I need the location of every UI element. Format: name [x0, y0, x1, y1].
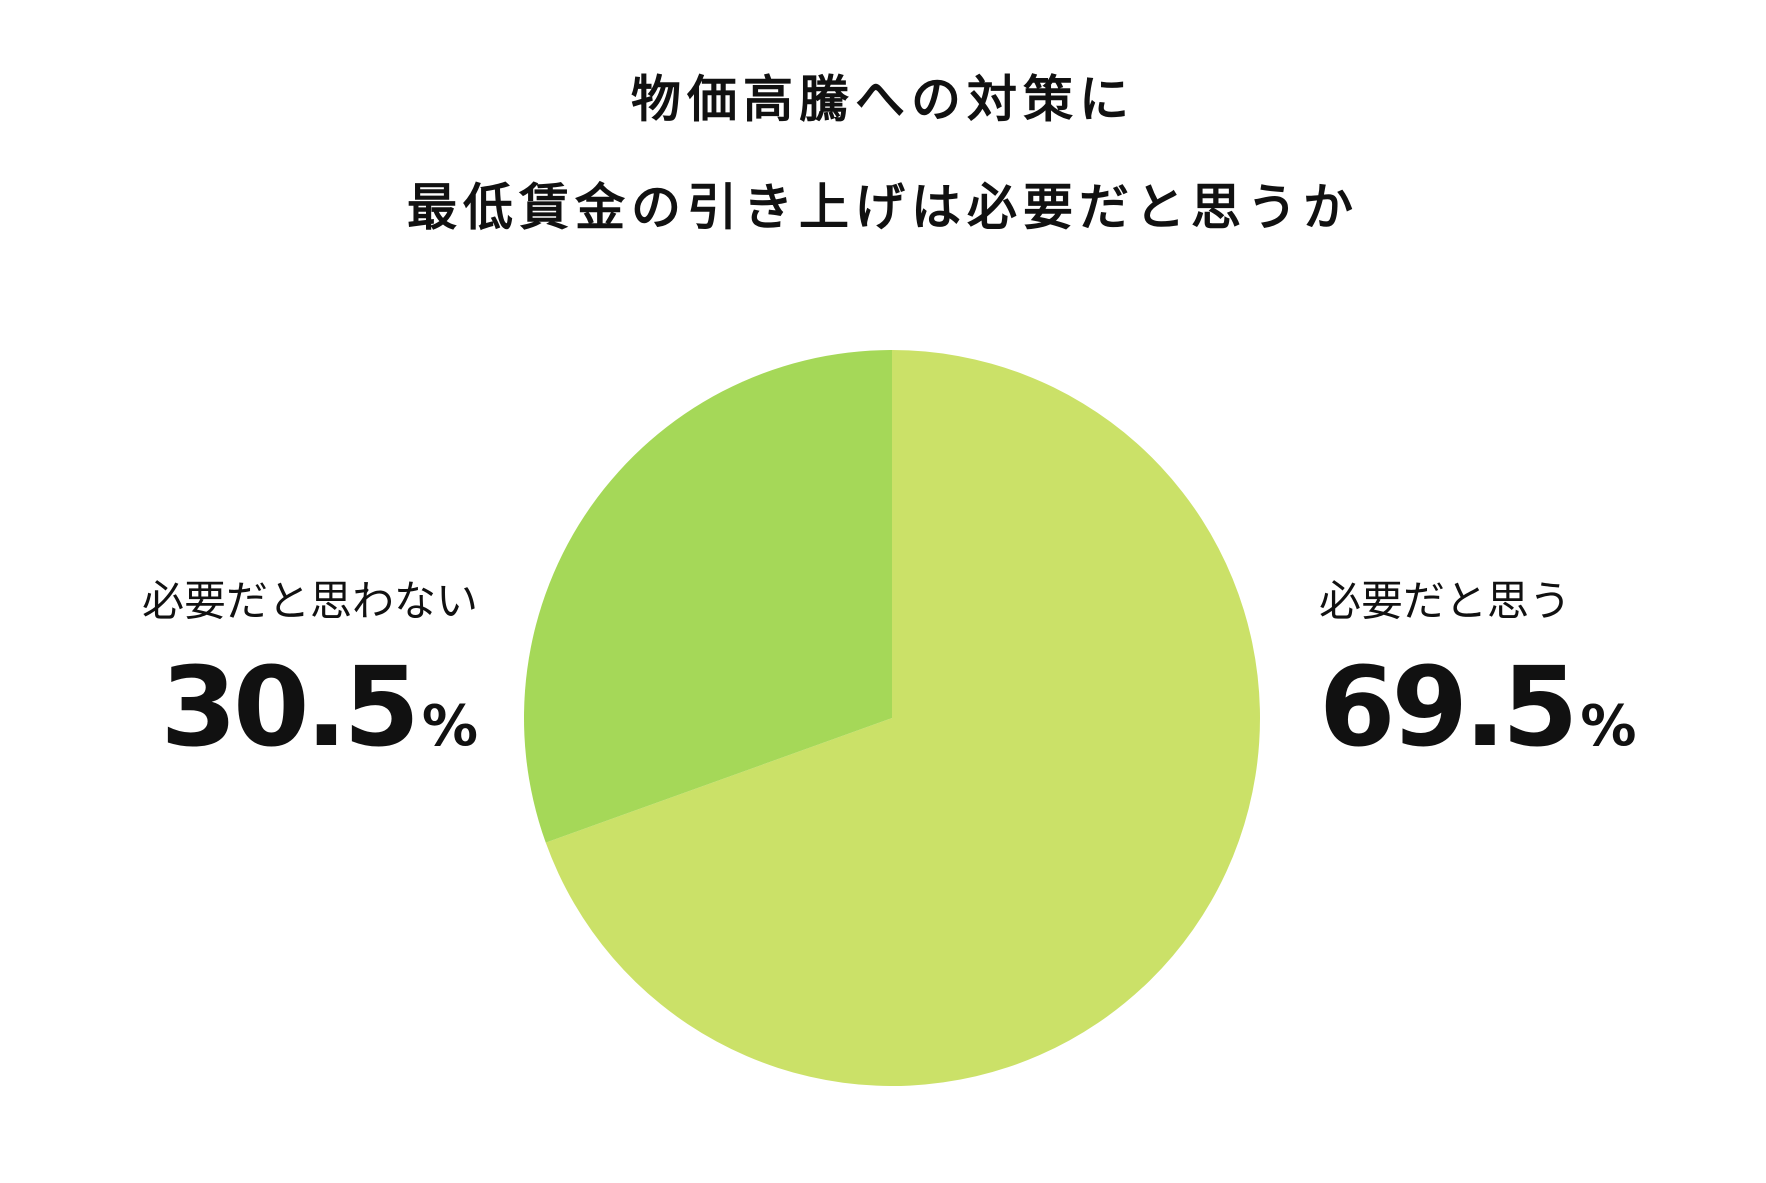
pie-slice [523, 350, 892, 843]
value-label: 30.5% [160, 643, 478, 771]
category-label: 必要だと思う [1319, 577, 1571, 626]
chart-title: 物価高騰への対策に [631, 71, 1135, 129]
value-label: 69.5% [1319, 643, 1637, 771]
pie-slice [545, 350, 1260, 1087]
category-label: 必要だと思わない [142, 577, 478, 626]
chart-title: 最低賃金の引き上げは必要だと思うか [407, 179, 1359, 237]
